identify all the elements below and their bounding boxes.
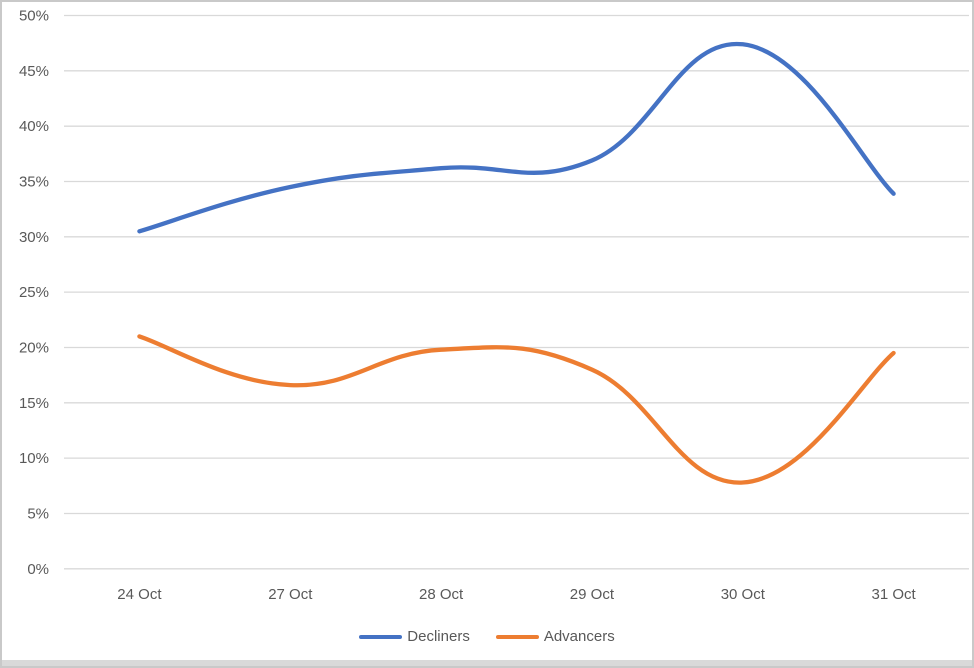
y-axis-tick-label: 40%: [19, 118, 49, 135]
series-line-decliners[interactable]: [137, 42, 896, 234]
legend-line-swatch: [495, 634, 539, 640]
y-axis-tick-label: 10%: [19, 450, 49, 467]
gridlines: [64, 14, 969, 570]
y-axis-tick-label: 5%: [27, 506, 49, 523]
series-line-advancers[interactable]: [137, 334, 896, 485]
x-axis-tick-label: 30 Oct: [721, 586, 766, 603]
x-axis-labels: 24 Oct 27 Oct 28 Oct 29 Oct 30 Oct 31 Oct: [117, 586, 916, 603]
legend-label: Advancers: [543, 628, 615, 645]
y-axis-tick-label: 15%: [19, 395, 49, 412]
bottom-edge-strip: [2, 660, 972, 666]
y-axis-tick-label: 20%: [19, 340, 49, 357]
y-axis-tick-label: 35%: [19, 174, 49, 191]
y-axis-tick-label: 25%: [19, 284, 49, 301]
series-lines: [137, 42, 896, 485]
x-axis-tick-label: 24 Oct: [117, 586, 162, 603]
y-axis-labels: 0% 5% 10% 15% 20% 25% 30% 35% 40% 45% 50%: [19, 8, 49, 578]
x-axis-tick-label: 31 Oct: [872, 586, 917, 603]
legend: Decliners Advancers: [2, 628, 972, 646]
x-axis-tick-label: 27 Oct: [268, 586, 313, 603]
y-axis-tick-label: 45%: [19, 63, 49, 80]
legend-line-swatch: [359, 634, 403, 640]
legend-label: Decliners: [407, 628, 470, 645]
legend-item-decliners[interactable]: Decliners: [359, 628, 470, 646]
y-axis-tick-label: 30%: [19, 229, 49, 246]
y-axis-tick-label: 50%: [19, 8, 49, 25]
x-axis-tick-label: 29 Oct: [570, 586, 615, 603]
legend-item-advancers[interactable]: Advancers: [495, 628, 615, 646]
y-axis-tick-label: 0%: [27, 561, 49, 578]
x-axis-tick-label: 28 Oct: [419, 586, 464, 603]
